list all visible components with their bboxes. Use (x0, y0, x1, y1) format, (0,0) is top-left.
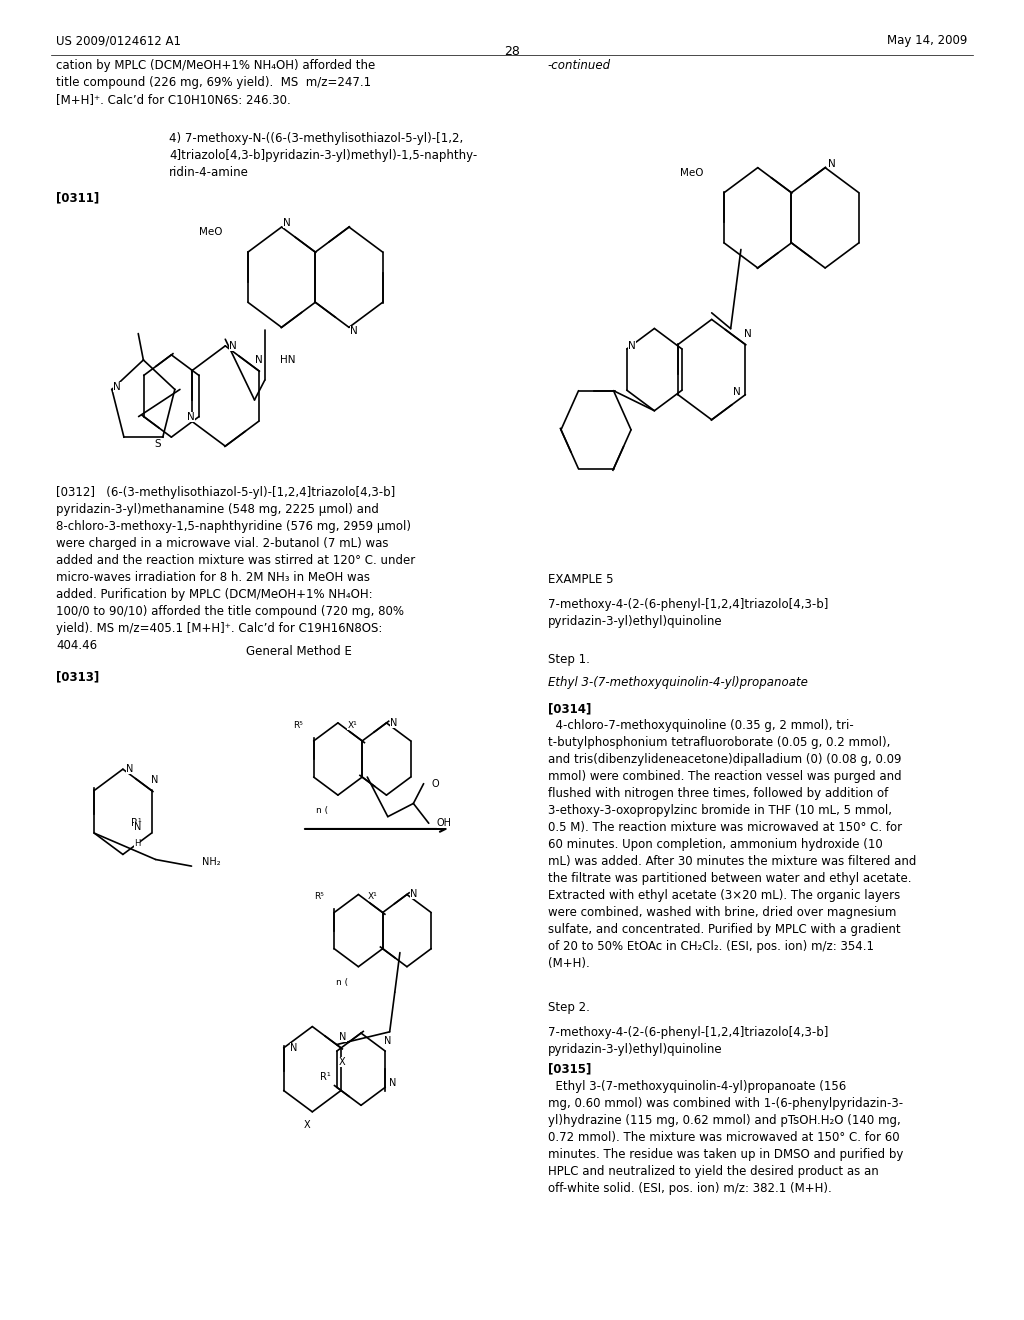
Text: MeO: MeO (680, 168, 703, 178)
Text: OH: OH (437, 818, 452, 828)
Text: X: X (339, 1057, 345, 1067)
Text: 4-chloro-7-methoxyquinoline (0.35 g, 2 mmol), tri-
t-butylphosphonium tetrafluor: 4-chloro-7-methoxyquinoline (0.35 g, 2 m… (548, 719, 916, 970)
Text: X¹: X¹ (347, 721, 357, 730)
Text: EXAMPLE 5: EXAMPLE 5 (548, 573, 613, 586)
Text: N: N (283, 218, 291, 228)
Text: General Method E: General Method E (246, 645, 351, 659)
Text: N: N (113, 381, 121, 392)
Text: X¹: X¹ (368, 892, 378, 902)
Text: X: X (304, 1121, 310, 1130)
Text: N: N (743, 329, 752, 339)
Text: HN: HN (281, 355, 296, 366)
Text: N: N (133, 821, 141, 832)
Text: US 2009/0124612 A1: US 2009/0124612 A1 (56, 34, 181, 48)
Text: N: N (828, 158, 837, 169)
Text: 28: 28 (504, 45, 520, 58)
Text: Step 1.: Step 1. (548, 653, 590, 667)
Text: cation by MPLC (DCM/MeOH+1% NH₄OH) afforded the
title compound (226 mg, 69% yiel: cation by MPLC (DCM/MeOH+1% NH₄OH) affor… (56, 59, 376, 107)
Text: Ethyl 3-(7-methoxyquinolin-4-yl)propanoate: Ethyl 3-(7-methoxyquinolin-4-yl)propanoa… (548, 676, 808, 689)
Text: N: N (384, 1036, 391, 1045)
Text: N: N (390, 718, 397, 727)
Text: N: N (151, 775, 159, 785)
Text: R⁵: R⁵ (314, 892, 324, 902)
Text: R¹: R¹ (130, 817, 141, 828)
Text: N: N (228, 341, 237, 351)
Text: N: N (126, 764, 134, 774)
Text: [0315]: [0315] (548, 1063, 591, 1076)
Text: R¹: R¹ (319, 1072, 331, 1082)
Text: O: O (431, 779, 438, 788)
Text: May 14, 2009: May 14, 2009 (888, 34, 968, 48)
Text: [0311]: [0311] (56, 191, 99, 205)
Text: S: S (155, 438, 161, 449)
Text: -continued: -continued (548, 59, 611, 73)
Text: [0313]: [0313] (56, 671, 99, 684)
Text: N: N (255, 355, 263, 366)
Text: N: N (339, 1032, 347, 1043)
Text: N: N (187, 412, 195, 421)
Text: n (: n ( (315, 807, 328, 816)
Text: n (: n ( (336, 978, 348, 987)
Text: N: N (350, 326, 358, 337)
Text: Ethyl 3-(7-methoxyquinolin-4-yl)propanoate (156
mg, 0.60 mmol) was combined with: Ethyl 3-(7-methoxyquinolin-4-yl)propanoa… (548, 1080, 903, 1195)
Text: NH₂: NH₂ (202, 857, 220, 867)
Text: R⁵: R⁵ (294, 721, 303, 730)
Text: N: N (628, 342, 636, 351)
Text: N: N (733, 387, 741, 397)
Text: 7-methoxy-4-(2-(6-phenyl-[1,2,4]triazolo[4,3-b]
pyridazin-3-yl)ethyl)quinoline: 7-methoxy-4-(2-(6-phenyl-[1,2,4]triazolo… (548, 598, 828, 628)
Text: N: N (290, 1043, 298, 1053)
Text: N: N (411, 890, 418, 899)
Text: Step 2.: Step 2. (548, 1001, 590, 1014)
Text: [0312]   (6-(3-methylisothiazol-5-yl)-[1,2,4]triazolo[4,3-b]
pyridazin-3-yl)meth: [0312] (6-(3-methylisothiazol-5-yl)-[1,2… (56, 486, 416, 652)
Text: 4) 7-methoxy-N-((6-(3-methylisothiazol-5-yl)-[1,2,
4]triazolo[4,3-b]pyridazin-3-: 4) 7-methoxy-N-((6-(3-methylisothiazol-5… (169, 132, 477, 180)
Text: H: H (134, 840, 140, 849)
Text: [0314]: [0314] (548, 702, 591, 715)
Text: N: N (389, 1078, 396, 1088)
Text: MeO: MeO (199, 227, 222, 238)
Text: 7-methoxy-4-(2-(6-phenyl-[1,2,4]triazolo[4,3-b]
pyridazin-3-yl)ethyl)quinoline: 7-methoxy-4-(2-(6-phenyl-[1,2,4]triazolo… (548, 1026, 828, 1056)
